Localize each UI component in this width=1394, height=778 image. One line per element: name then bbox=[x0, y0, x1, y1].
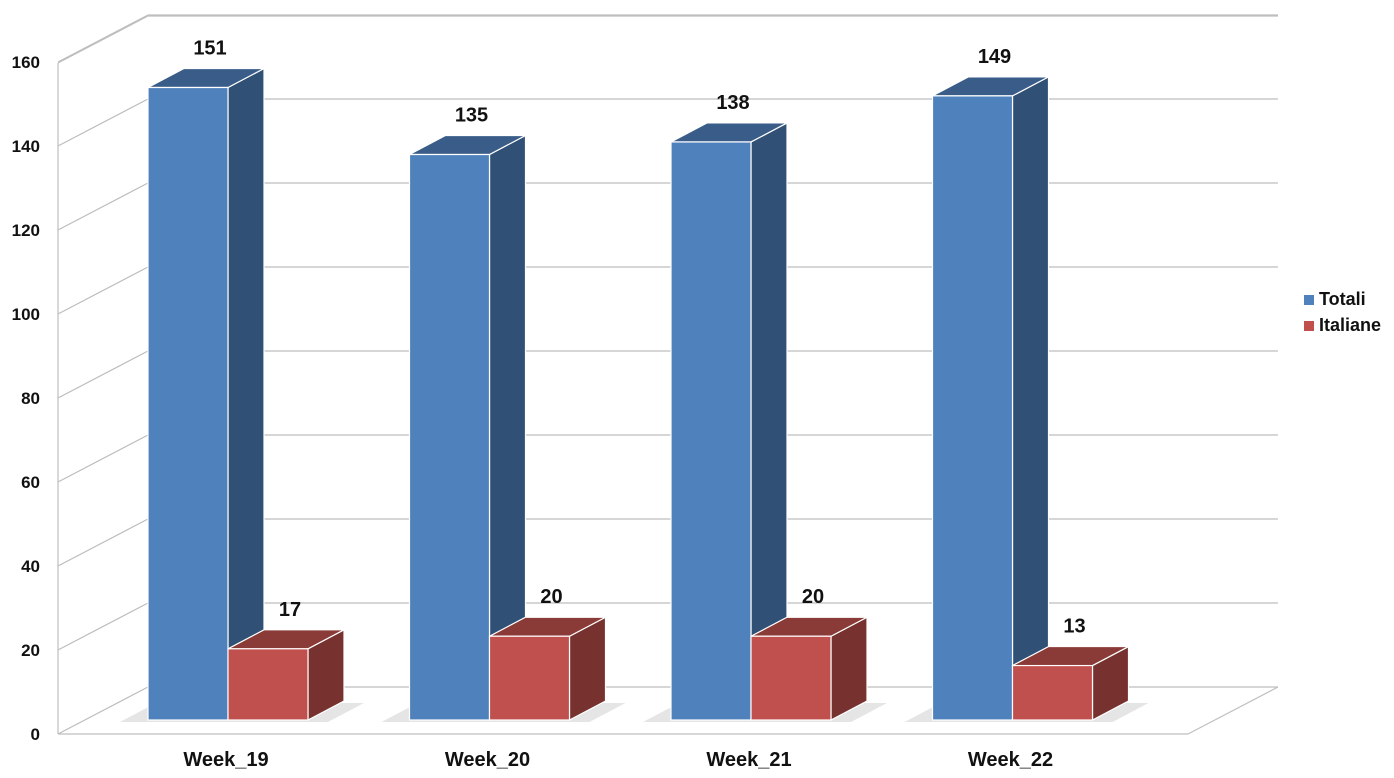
chart-walls bbox=[57, 15, 1279, 735]
gridline-side bbox=[57, 98, 149, 147]
legend: Totali Italiane bbox=[1304, 289, 1381, 335]
bar-side-totali bbox=[1011, 75, 1050, 721]
bar-italiane bbox=[227, 648, 309, 721]
y-tick-label: 140 bbox=[12, 137, 40, 156]
legend-label: Italiane bbox=[1319, 315, 1381, 335]
x-axis-labels: Week_19 Week_20 Week_21 Week_22 bbox=[183, 749, 1053, 771]
data-labels: 151 17 135 20 138 20 149 13 bbox=[193, 38, 1085, 638]
y-axis-ticks: 0 20 40 60 80 100 120 140 160 bbox=[12, 53, 40, 744]
y-tick-label: 0 bbox=[31, 725, 40, 744]
x-tick-label: Week_20 bbox=[445, 749, 530, 771]
legend-label: Totali bbox=[1319, 289, 1366, 309]
data-label: 135 bbox=[455, 105, 488, 127]
x-tick-label: Week_21 bbox=[706, 749, 791, 771]
data-label: 138 bbox=[716, 92, 749, 114]
x-tick-label: Week_19 bbox=[183, 749, 268, 771]
legend-swatch-italiane bbox=[1304, 321, 1314, 331]
y-tick-label: 120 bbox=[12, 221, 40, 240]
floor-right-edge bbox=[1187, 686, 1279, 735]
bar-italiane bbox=[1011, 664, 1094, 721]
gridline-side bbox=[57, 518, 149, 567]
x-tick-label: Week_22 bbox=[968, 749, 1053, 771]
bar-totali bbox=[147, 86, 229, 721]
side-wall-top-edge bbox=[57, 15, 149, 64]
bar-totali bbox=[408, 153, 491, 721]
bar-totali bbox=[931, 95, 1014, 721]
y-tick-label: 40 bbox=[21, 557, 40, 576]
gridline-side bbox=[57, 14, 149, 63]
y-tick-label: 80 bbox=[21, 389, 40, 408]
gridline-side bbox=[57, 182, 149, 231]
y-tick-label: 100 bbox=[12, 305, 40, 324]
legend-swatch-totali bbox=[1304, 295, 1314, 305]
data-label: 13 bbox=[1063, 616, 1085, 638]
bar-italiane bbox=[750, 635, 832, 721]
y-tick-label: 60 bbox=[21, 473, 40, 492]
bar-side-totali bbox=[227, 67, 265, 721]
y-tick-label: 20 bbox=[21, 641, 40, 660]
bar-totali bbox=[670, 141, 752, 721]
bars bbox=[147, 67, 1130, 721]
data-label: 149 bbox=[978, 46, 1011, 68]
data-label: 20 bbox=[802, 586, 824, 608]
gridline-side bbox=[57, 434, 149, 483]
data-label: 17 bbox=[279, 599, 301, 621]
bar-italiane bbox=[488, 635, 571, 721]
gridline-side bbox=[57, 686, 149, 735]
data-label: 20 bbox=[540, 586, 562, 608]
gridline-side bbox=[57, 266, 149, 315]
y-tick-label: 160 bbox=[12, 53, 40, 72]
data-label: 151 bbox=[193, 38, 226, 60]
gridline-side bbox=[57, 602, 149, 651]
gridline-side bbox=[57, 350, 149, 399]
